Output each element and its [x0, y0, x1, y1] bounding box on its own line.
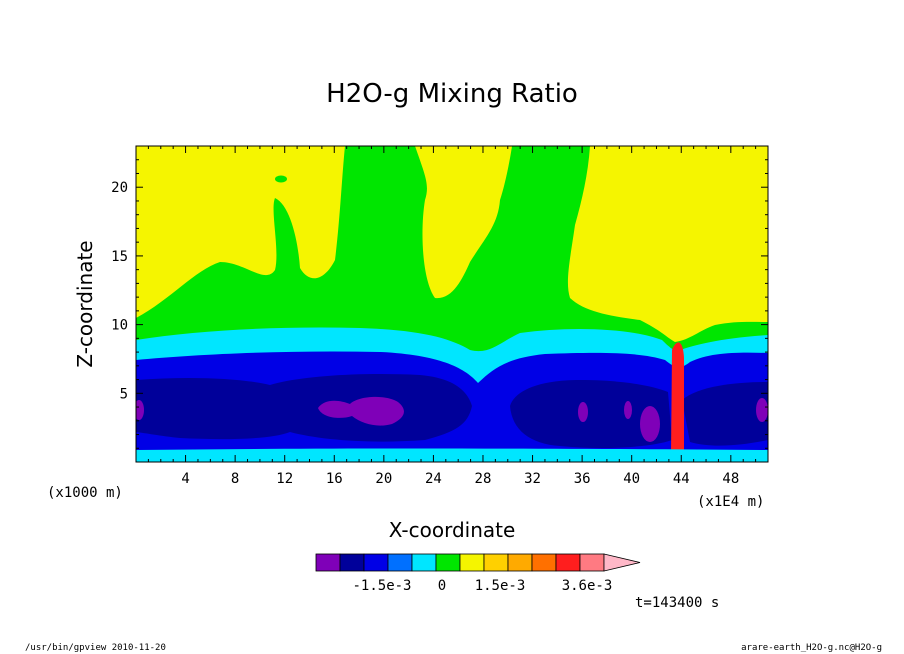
colorbar-segment [411, 553, 437, 572]
colorbar-segment [579, 553, 605, 572]
plot-area [136, 146, 768, 462]
footer-left: /usr/bin/gpview 2010-11-20 [25, 643, 166, 653]
x-units-left: (x1000 m) [47, 485, 123, 501]
colorbar-segment [507, 553, 533, 572]
x-tick-label: 44 [673, 471, 690, 487]
colorbar-segment [483, 553, 509, 572]
x-axis-label: X-coordinate [389, 518, 516, 542]
y-axis: 5 10 15 20 [111, 145, 768, 463]
x-tick-label: 28 [475, 471, 492, 487]
x-tick-label: 4 [181, 471, 189, 487]
x-tick-label: 16 [326, 471, 343, 487]
y-tick-label: 5 [120, 386, 128, 402]
footer-right: arare-earth_H2O-g.nc@H2O-g [741, 643, 882, 653]
colorbar-segment [363, 553, 389, 572]
y-tick-label: 15 [111, 249, 128, 265]
field-navy [136, 374, 472, 442]
colorbar-segment [315, 553, 341, 572]
colorbar-arrow [603, 553, 641, 572]
y-tick-label: 20 [111, 180, 128, 196]
x-tick-label: 12 [276, 471, 293, 487]
x-tick-label: 36 [574, 471, 591, 487]
x-tick-label: 40 [623, 471, 640, 487]
colorbar-segment [531, 553, 557, 572]
x-tick-label: 48 [722, 471, 739, 487]
field-navy-far-right [682, 382, 768, 446]
colorbar-segment [435, 553, 461, 572]
time-label: t=143400 s [635, 595, 719, 611]
field-purple-blob-1 [318, 396, 404, 426]
plot-frame [135, 145, 769, 463]
chart-title: H2O-g Mixing Ratio [326, 79, 578, 109]
x-tick-label: 32 [524, 471, 541, 487]
field-purple-blob-5 [756, 398, 768, 422]
field-purple-blob-2 [578, 402, 588, 422]
x-tick-label: 20 [375, 471, 392, 487]
y-tick-label: 10 [111, 318, 128, 334]
field-navy-right [510, 380, 672, 448]
colorbar-label: 1.5e-3 [475, 578, 526, 594]
x-tick-label: 8 [231, 471, 239, 487]
field-green-blob [275, 175, 287, 183]
field-purple-edge-left [136, 400, 144, 420]
colorbar-segment [459, 553, 485, 572]
field-cyan-bottom [136, 448, 768, 462]
field-hot-core [671, 342, 684, 456]
colorbar: -1.5e-3 0 1.5e-3 3.6e-3 [315, 553, 641, 594]
colorbar-segment [555, 553, 581, 572]
x-units-right: (x1E4 m) [697, 494, 764, 510]
colorbar-label: -1.5e-3 [352, 578, 411, 594]
colorbar-segment [339, 553, 365, 572]
colorbar-label: 3.6e-3 [562, 578, 613, 594]
colorbar-label: 0 [438, 578, 446, 594]
x-tick-label: 24 [425, 471, 442, 487]
colorbar-segment [387, 553, 413, 572]
field-purple-blob-4 [624, 401, 632, 419]
field-purple-blob-3 [640, 406, 660, 442]
y-axis-label: Z-coordinate [73, 240, 97, 367]
x-axis: 4 8 12 16 20 24 28 32 36 40 44 48 [135, 146, 769, 487]
